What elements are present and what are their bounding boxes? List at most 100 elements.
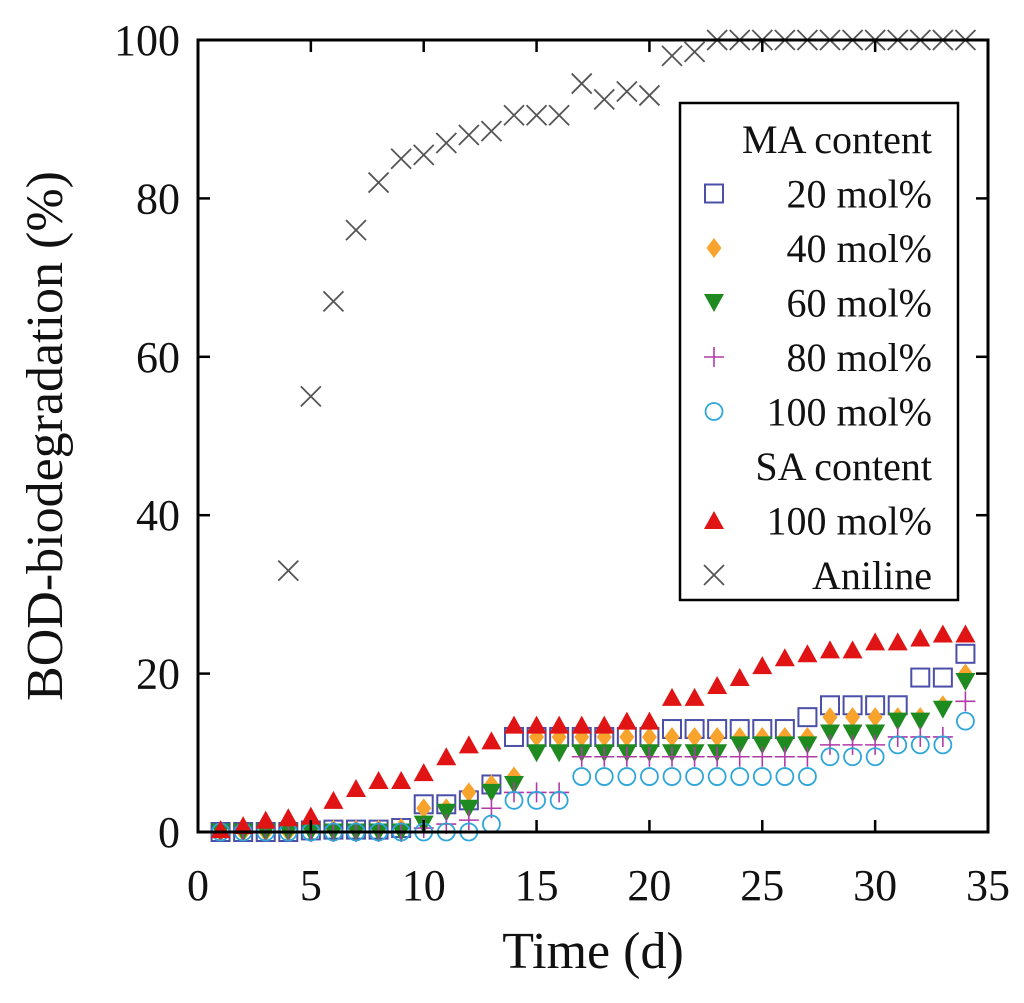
data-point [527,790,546,810]
x-tick-label: 25 [740,861,784,910]
data-point [233,816,254,835]
legend: MA content 20 mol% 40 mol% 60 mol% 80 mol% 10… [678,101,960,602]
data-point [458,799,479,818]
data-point [820,724,840,743]
data-point [887,712,908,731]
data-point [616,711,637,730]
data-point [594,715,615,734]
data-point [684,746,705,767]
data-point [300,806,321,825]
data-point [345,219,367,241]
data-point [572,767,592,786]
data-point [481,783,502,802]
data-point [887,632,908,651]
data-point [707,746,728,767]
legend-group-title: SA content [755,444,932,489]
data-point [255,810,276,829]
data-marks [210,29,977,842]
data-point [277,560,299,582]
data-point [458,124,480,146]
data-point [707,767,727,786]
data-point [322,290,345,312]
legend-entry-label: 80 mol% [786,335,932,380]
y-tick-label: 0 [158,808,180,857]
data-point [822,707,838,728]
axis-ticks: 0 5 10 15 20 25 30 35 0 20 40 60 80 100 [114,16,1010,910]
data-point [798,767,817,786]
legend-group-title: MA content [742,117,932,162]
data-point [933,735,953,755]
data-point [504,790,524,810]
x-tick-label: 10 [402,861,446,910]
data-point [413,763,434,782]
data-point [729,746,750,767]
legend-marker [704,402,724,421]
data-point [210,820,231,839]
data-point [709,726,725,747]
data-point [955,643,976,664]
data-point [707,675,728,694]
data-point [683,41,706,63]
data-point [662,746,682,767]
data-point [662,687,682,706]
data-point [638,84,661,107]
data-point [685,767,704,786]
data-point [842,640,863,659]
data-point [865,747,885,767]
y-tick-label: 60 [136,333,180,382]
plot-frame [196,38,990,834]
data-point [346,778,366,797]
y-tick-label: 80 [136,174,180,223]
data-point [480,120,503,142]
series-ma-content-20-mol [210,643,976,842]
x-axis-title: Time (d) [502,923,684,980]
data-point [416,798,432,819]
data-point [955,673,976,692]
data-point [955,624,976,643]
y-axis-title: BOD-biodegradation (%) [17,171,74,701]
data-point [730,767,750,786]
data-point [752,736,773,755]
data-point [955,691,976,712]
legend-box [678,101,960,602]
data-point [865,734,886,755]
data-point [594,746,615,767]
data-point [932,667,953,688]
data-point [617,767,637,786]
data-point [820,640,840,659]
data-point [594,767,614,786]
data-point [300,385,322,408]
data-point [867,707,883,728]
data-point [458,735,479,754]
data-point [888,735,908,755]
data-point [820,747,840,767]
series-ma-content-40-mol [213,663,973,842]
data-point [413,144,435,166]
data-point [729,668,750,687]
data-point [593,88,615,111]
x-tick-label: 0 [187,861,209,910]
data-point [619,726,635,747]
data-point [797,644,818,663]
data-point [367,171,390,194]
data-point [549,744,570,763]
data-point [571,746,592,767]
x-tick-label: 35 [966,861,1010,910]
data-point [910,628,931,647]
data-point [664,726,680,747]
data-point [458,810,479,831]
legend-marker [706,238,722,258]
data-point [278,808,299,827]
y-tick-label: 100 [114,16,180,65]
data-point [549,715,570,734]
data-point [842,734,863,755]
data-point [368,771,389,790]
x-tick-label: 20 [627,861,671,910]
data-point [774,746,795,767]
data-point [797,707,818,728]
data-point [616,746,637,767]
data-point [752,767,772,786]
data-point [865,724,886,743]
